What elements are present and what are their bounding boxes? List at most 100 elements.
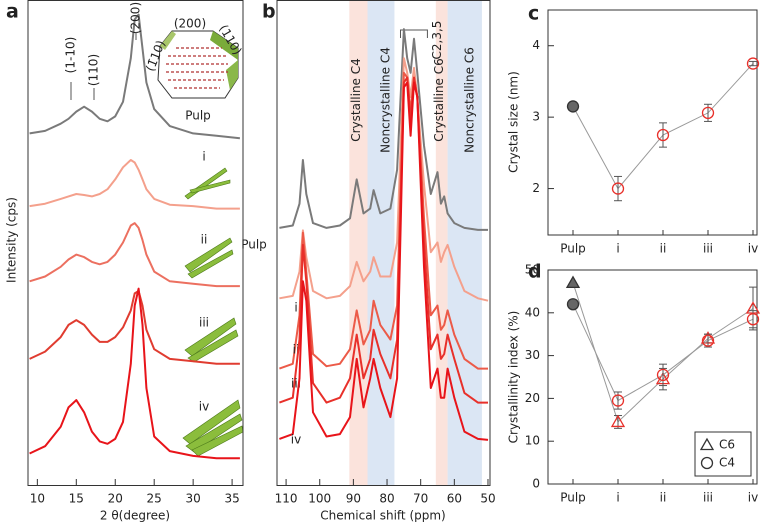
x-tick-label: iii (703, 242, 713, 256)
curve-label: i (202, 150, 205, 164)
shaded-band (349, 0, 368, 485)
y-tick-label: 2 (532, 181, 540, 195)
band-label: Noncrystalline C6 (462, 47, 476, 153)
x-tick-label: Pulp (560, 242, 586, 256)
inset-face (210, 31, 238, 60)
curve-label: Pulp (241, 238, 267, 252)
triangle-marker (610, 414, 626, 428)
x-tick-label: 110 (275, 492, 298, 506)
shaded-band (447, 0, 482, 485)
plot-frame (547, 9, 758, 236)
spectrum-line (29, 290, 240, 365)
bracket-label: C2,3,5 (430, 21, 444, 60)
curve-label: ii (293, 343, 300, 357)
crystal-inset (157, 30, 239, 99)
x-tick-label: 80 (379, 492, 394, 506)
circle-marker (701, 106, 715, 120)
band-label: Crystalline C6 (432, 58, 446, 142)
y-tick-label: 40 (525, 305, 540, 319)
legend-label: C4 (719, 456, 735, 470)
x-tick-label: iv (748, 491, 758, 505)
spectrum-line (279, 28, 488, 231)
error-bar (704, 333, 712, 348)
x-tick-label: 60 (447, 492, 462, 506)
x-tick-label: 35 (224, 492, 239, 506)
spectrum-line (29, 159, 240, 210)
legend-box (694, 431, 752, 477)
circle-marker (746, 313, 760, 326)
peak-annotation: (1-10) (64, 37, 78, 74)
x-tick-label: ii (660, 491, 667, 505)
y-axis-label: Crystal size (nm) (507, 71, 521, 173)
band-label: Crystalline C4 (349, 58, 363, 142)
y-tick-label: 0 (532, 477, 540, 491)
y-tick-label: 20 (525, 391, 540, 405)
y-tick-label: 30 (525, 348, 540, 362)
spectrum-line (29, 222, 240, 288)
bracket (399, 29, 428, 38)
spectrum-line (29, 13, 241, 140)
x-tick-label: 50 (480, 492, 495, 506)
curve-label: iv (199, 400, 209, 414)
x-tick-label: iii (703, 491, 713, 505)
panel-letter: a (6, 1, 19, 23)
legend-symbol (700, 456, 714, 470)
x-tick-label: ii (660, 242, 667, 256)
fiber-icons (182, 167, 244, 457)
y-tick-label: 50 (525, 263, 540, 277)
y-axis-label: Intensity (cps) (5, 197, 19, 283)
circle-marker (611, 394, 625, 407)
circle-marker (656, 368, 670, 382)
x-tick-label: 90 (346, 492, 361, 506)
x-tick-label: 70 (413, 492, 428, 506)
error-bar (659, 363, 667, 387)
error-bar (614, 175, 622, 202)
x-tick-label: 30 (186, 492, 201, 506)
triangle-marker (565, 275, 581, 288)
y-tick-label: 4 (532, 38, 540, 52)
panel-letter: c (528, 3, 539, 25)
legend-label: C6 (719, 438, 735, 452)
peak-annotation: (200) (129, 2, 143, 34)
shaded-band (435, 0, 448, 485)
spectrum-line (279, 81, 489, 441)
y-tick-label: 10 (525, 434, 540, 448)
circle-marker (746, 57, 760, 70)
x-tick-label: i (616, 242, 619, 256)
y-tick-label: 3 (532, 110, 540, 124)
x-tick-label: i (616, 491, 619, 505)
legend-symbol (699, 437, 715, 451)
curve-label: iii (199, 316, 209, 330)
plot-frame (276, 0, 491, 486)
plot-frame (27, 0, 244, 486)
shaded-band (367, 0, 395, 485)
x-tick-label: 15 (69, 492, 84, 506)
curve-label: iii (291, 377, 301, 391)
circle-marker (566, 100, 580, 113)
circle-marker (566, 298, 580, 311)
inset-face (160, 31, 176, 50)
curve-label: Pulp (185, 109, 211, 123)
curve-label: ii (201, 233, 208, 247)
error-bar (659, 122, 667, 148)
x-tick-label: 25 (147, 492, 162, 506)
y-axis-label: Crystallinity index (%) (507, 311, 521, 444)
panel-letter: d (528, 261, 542, 283)
curve-label: i (294, 301, 297, 315)
panel-letter: b (262, 1, 276, 23)
plot-frame (547, 269, 758, 485)
circle-marker (611, 182, 625, 195)
inset-face (226, 60, 238, 90)
circle-marker (656, 128, 670, 142)
curve-label: iv (291, 433, 301, 447)
error-bar (749, 60, 757, 67)
x-axis-label: Chemical shift (ppm) (320, 509, 446, 523)
peak-annotation: (110) (87, 54, 101, 86)
x-tick-label: Pulp (560, 491, 586, 505)
x-tick-label: 10 (30, 492, 45, 506)
inset-label: (200) (174, 17, 206, 31)
x-tick-label: 100 (308, 492, 331, 506)
spectrum-line (279, 57, 489, 302)
circle-marker (701, 334, 715, 347)
x-tick-label: iv (748, 242, 758, 256)
